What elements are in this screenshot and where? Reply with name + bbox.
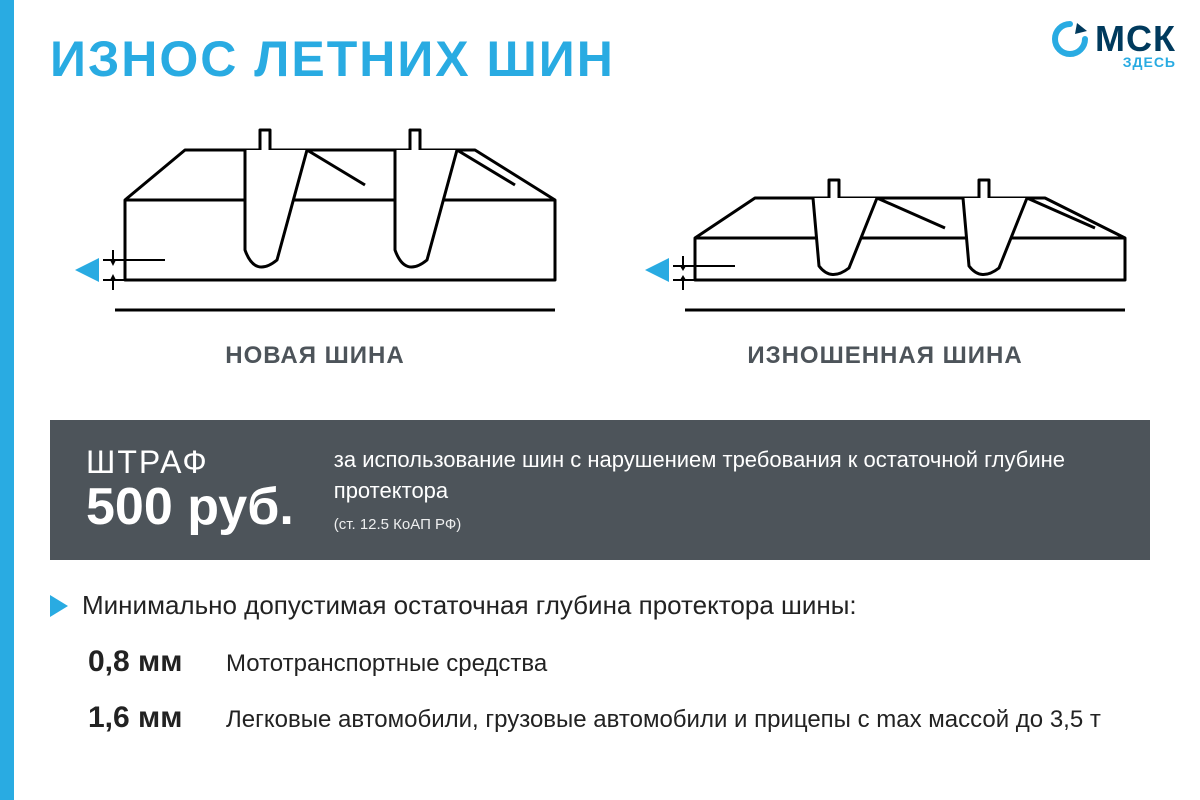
logo-reload-icon: [1051, 20, 1089, 58]
fine-law-reference: (ст. 12.5 КоАП РФ): [334, 514, 1114, 535]
fine-description: за использование шин с нарушением требов…: [334, 445, 1114, 507]
depth-value: 0,8 мм: [88, 645, 198, 679]
min-depth-section: Минимально допустимая остаточная глубина…: [50, 590, 1150, 757]
brand-logo: МСК ЗДЕСЬ: [1051, 18, 1176, 70]
diagram-new-label: НОВАЯ ШИНА: [225, 342, 404, 370]
depth-row: 1,6 мм Легковые автомобили, грузовые авт…: [88, 701, 1150, 735]
min-depth-header: Минимально допустимая остаточная глубина…: [82, 590, 857, 621]
chevron-right-icon: [50, 595, 68, 617]
depth-desc: Легковые автомобили, грузовые автомобили…: [226, 706, 1101, 734]
depth-desc: Мототранспортные средства: [226, 650, 547, 678]
diagram-worn-label: ИЗНОШЕННАЯ ШИНА: [747, 342, 1022, 370]
side-accent-stripe: [0, 0, 14, 800]
fine-label: ШТРАФ: [86, 444, 294, 481]
new-tire-cross-section: [55, 110, 575, 330]
fine-callout: ШТРАФ 500 руб. за использование шин с на…: [50, 420, 1150, 560]
page-title: ИЗНОС ЛЕТНИХ ШИН: [50, 30, 615, 88]
fine-amount: 500 руб.: [86, 477, 294, 537]
tire-diagrams-row: НОВАЯ ШИНА: [50, 110, 1150, 390]
worn-tire-cross-section: [625, 110, 1145, 330]
diagram-worn-tire: ИЗНОШЕННАЯ ШИНА: [620, 110, 1150, 390]
depth-value: 1,6 мм: [88, 701, 198, 735]
diagram-new-tire: НОВАЯ ШИНА: [50, 110, 580, 390]
depth-row: 0,8 мм Мототранспортные средства: [88, 645, 1150, 679]
